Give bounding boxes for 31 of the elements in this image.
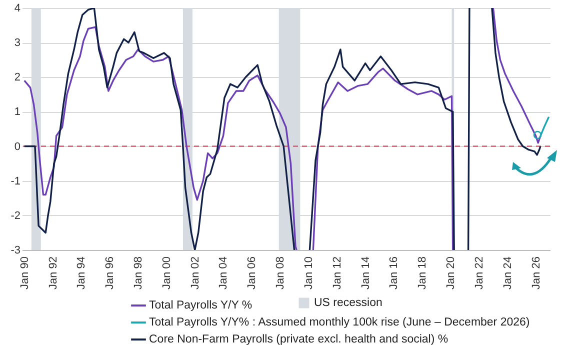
x-tick-label: Jan 18 (416, 256, 429, 290)
x-tick-label: Jan 98 (132, 256, 145, 290)
x-tick-label: Jan 08 (274, 256, 287, 290)
y-tick-label: 3 (14, 37, 20, 50)
x-tick-label: Jan 14 (360, 256, 372, 290)
legend-label: US recession (314, 297, 382, 309)
x-tick-label: Jan 94 (76, 256, 88, 290)
legend-label: Core Non-Farm Payrolls (private excl. health and social) % (149, 334, 448, 345)
y-tick-label: 4 (14, 2, 20, 14)
x-tick-label: Jan 04 (218, 256, 230, 290)
x-tick-label: Jan 06 (246, 256, 258, 290)
x-tick-label: Jan 26 (530, 256, 542, 290)
x-tick-label: Jan 16 (388, 256, 400, 290)
y-tick-label: -1 (10, 175, 20, 188)
y-tick-label: -3 (10, 244, 20, 256)
x-tick-label: Jan 20 (445, 256, 458, 290)
y-tick-label: 1 (14, 106, 20, 118)
x-tick-label: Jan 90 (18, 256, 31, 290)
x-tick-label: Jan 12 (331, 256, 344, 290)
y-tick-label: 2 (14, 72, 20, 84)
x-tick-label: Jan 96 (104, 256, 116, 290)
y-tick-label: 0 (14, 140, 20, 153)
x-tick-label: Jan 00 (160, 256, 173, 290)
x-tick-label: Jan 24 (502, 256, 514, 290)
x-tick-label: Jan 22 (473, 256, 486, 290)
legend-label: Total Payrolls Y/Y % (149, 300, 252, 312)
x-tick-label: Jan 10 (303, 256, 315, 290)
x-tick-label: Jan 02 (189, 256, 202, 290)
legend-label: Total Payrolls Y/Y% : Assumed monthly 100k rise (June – December 2026) (149, 316, 530, 328)
y-tick-label: -2 (10, 210, 20, 222)
x-tick-label: Jan 92 (47, 256, 60, 290)
